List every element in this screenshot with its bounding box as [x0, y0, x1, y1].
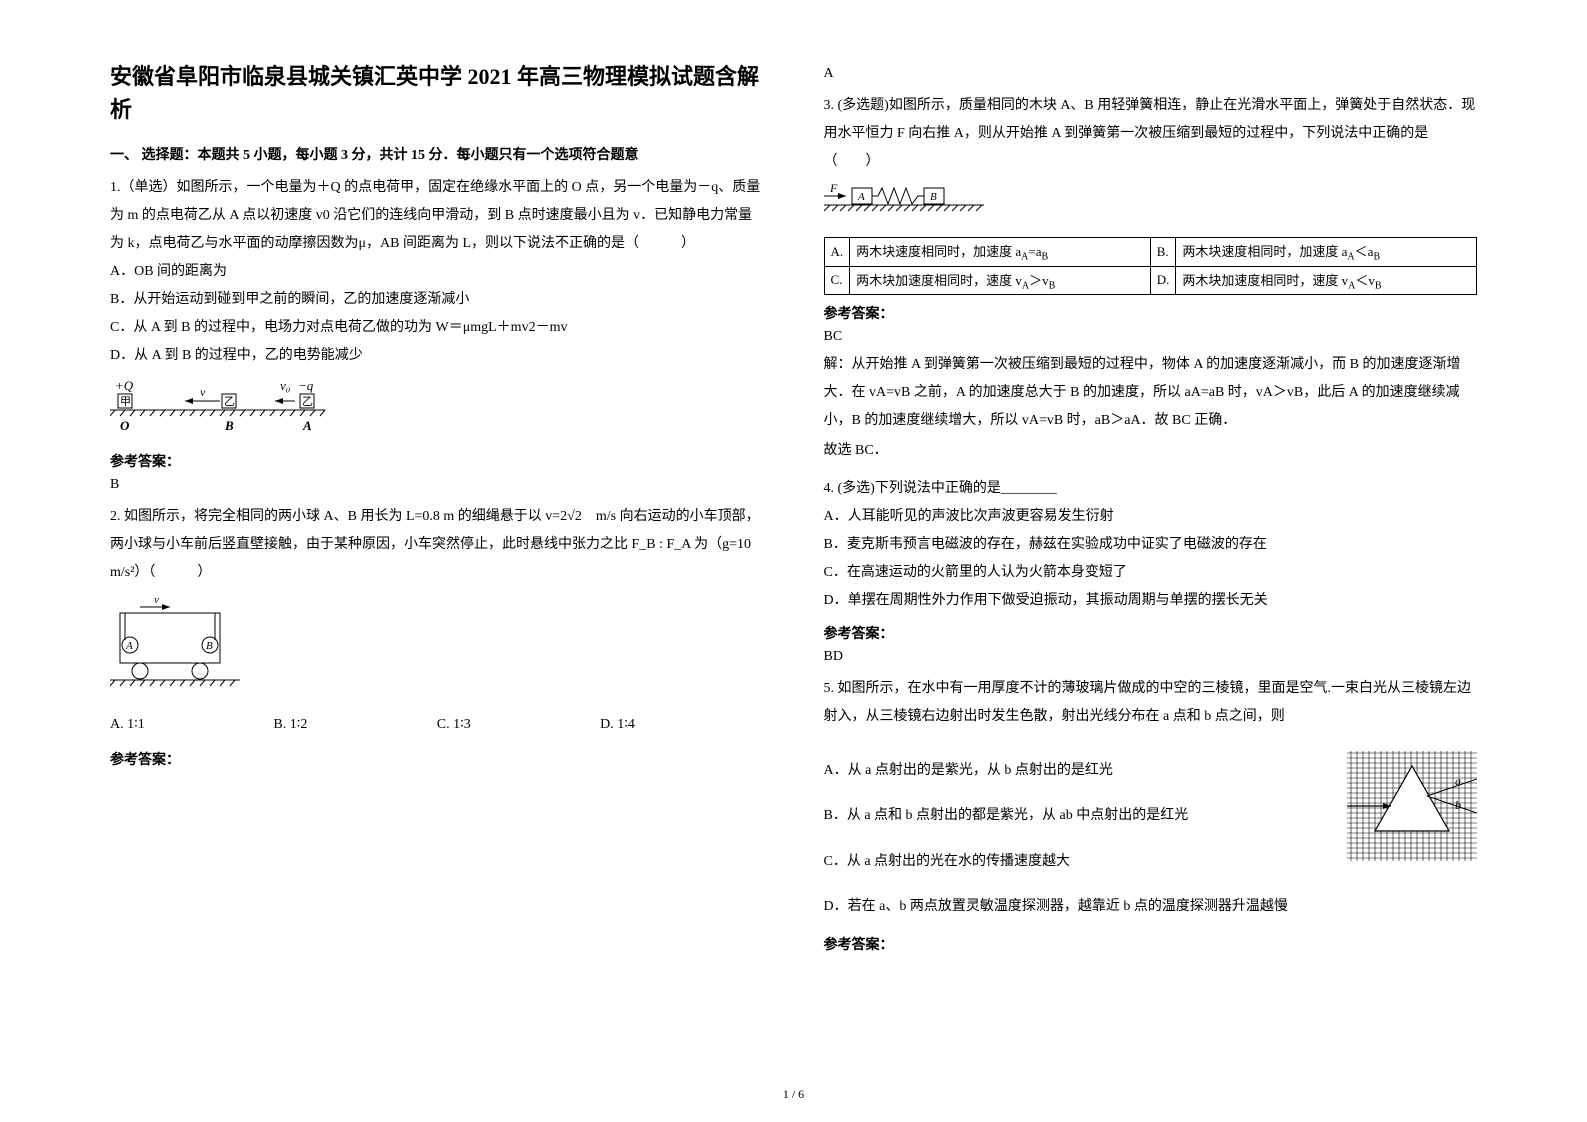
q2-opt-c: C. 1∶3	[437, 716, 600, 733]
svg-text:−q: −q	[298, 378, 314, 393]
q3-cell-b: 两木块速度相同时，加速度 aA＜aB	[1176, 238, 1477, 267]
q4-opt-d: D．单摆在周期性外力作用下做受迫振动，其振动周期与单摆的摆长无关	[824, 587, 1478, 615]
q3-options-table: A. 两木块速度相同时，加速度 aA=aB B. 两木块速度相同时，加速度 aA…	[824, 237, 1478, 295]
svg-text:v₀: v₀	[280, 378, 290, 393]
section-title: 一、 选择题：本题共 5 小题，每小题 3 分，共计 15 分．每小题只有一个选…	[110, 144, 764, 164]
q4-head: 4. (多选)下列说法中正确的是________	[824, 475, 1478, 503]
svg-text:乙: 乙	[224, 395, 235, 408]
q2-answer: A	[824, 66, 1478, 82]
q1-head: 1.（单选）如图所示，一个电量为＋Q 的点电荷甲，固定在绝缘水平面上的 O 点，…	[110, 174, 764, 258]
q3-expl-1: 解：从开始推 A 到弹簧第一次被压缩到最短的过程中，物体 A 的加速度逐渐减小，…	[824, 351, 1478, 435]
q2-diagram: v A B	[110, 595, 764, 700]
q1-answer-label: 参考答案：	[110, 451, 764, 471]
right-column: A 3. (多选题)如图所示，质量相同的木块 A、B 用轻弹簧相连，静止在光滑水…	[794, 60, 1498, 1082]
q4-opt-c: C．在高速运动的火箭里的人认为火箭本身变短了	[824, 559, 1478, 587]
svg-text:B: B	[930, 191, 937, 203]
q3-head: 3. (多选题)如图所示，质量相同的木块 A、B 用轻弹簧相连，静止在光滑水平面…	[824, 92, 1478, 176]
q1-opt-a: A．OB 间的距离为	[110, 258, 764, 286]
q3-cell-c: 两木块加速度相同时，速度 vA＞vB	[850, 266, 1151, 295]
q3-answer: BC	[824, 329, 1478, 345]
q4-answer-label: 参考答案：	[824, 623, 1478, 643]
svg-text:v: v	[200, 385, 206, 399]
q5-diagram: a b	[1347, 751, 1477, 866]
q1-opt-d: D．从 A 到 B 的过程中，乙的电势能减少	[110, 342, 764, 370]
svg-text:A: A	[302, 418, 312, 433]
q1-answer: B	[110, 477, 764, 493]
svg-text:b: b	[1455, 798, 1461, 812]
q4-opt-b: B．麦克斯韦预言电磁波的存在，赫兹在实验成功中证实了电磁波的存在	[824, 531, 1478, 559]
q2-options-row: A. 1∶1 B. 1∶2 C. 1∶3 D. 1∶4	[110, 716, 764, 733]
q2-head: 2. 如图所示，将完全相同的两小球 A、B 用长为 L=0.8 m 的细绳悬于以…	[110, 503, 764, 587]
svg-text:+Q: +Q	[115, 378, 134, 393]
q5-options-block: a b A．从 a 点射出的是紫光，从 b 点射出的是红光 B．从 a 点和 b…	[824, 751, 1478, 926]
svg-text:B: B	[206, 640, 213, 652]
q3-cell-a: 两木块速度相同时，加速度 aA=aB	[850, 238, 1151, 267]
svg-text:F: F	[829, 184, 838, 195]
svg-text:O: O	[120, 418, 130, 433]
q2-opt-b: B. 1∶2	[273, 716, 436, 733]
left-column: 安徽省阜阳市临泉县城关镇汇英中学 2021 年高三物理模拟试题含解析 一、 选择…	[90, 60, 794, 1082]
q2-opt-a: A. 1∶1	[110, 716, 273, 733]
q5-opt-d: D．若在 a、b 两点放置灵敏温度探测器，越靠近 b 点的温度探测器升温越慢	[824, 887, 1478, 926]
q1-opt-b: B．从开始运动到碰到甲之前的瞬间，乙的加速度逐渐减小	[110, 286, 764, 314]
q3-answer-label: 参考答案：	[824, 303, 1478, 323]
main-title: 安徽省阜阳市临泉县城关镇汇英中学 2021 年高三物理模拟试题含解析	[110, 60, 764, 126]
svg-text:A: A	[125, 640, 133, 652]
svg-text:乙: 乙	[302, 395, 313, 408]
q3-label-b: B.	[1150, 238, 1176, 267]
q1-opt-c: C．从 A 到 B 的过程中，电场力对点电荷乙做的功为 W＝μmgL＋mv2－m…	[110, 314, 764, 342]
q4-answer: BD	[824, 649, 1478, 665]
svg-text:a: a	[1455, 774, 1461, 788]
q3-label-a: A.	[824, 238, 850, 267]
svg-text:v: v	[154, 595, 159, 606]
q5-answer-label: 参考答案：	[824, 934, 1478, 954]
q3-label-d: D.	[1150, 266, 1176, 295]
q1-diagram: +Q 甲 v 乙 v₀ −q 乙	[110, 378, 764, 443]
q5-head: 5. 如图所示，在水中有一用厚度不计的薄玻璃片做成的中空的三棱镜，里面是空气.一…	[824, 675, 1478, 731]
q3-cell-d: 两木块加速度相同时，速度 vA＜vB	[1176, 266, 1477, 295]
svg-text:B: B	[224, 418, 234, 433]
q2-opt-d: D. 1∶4	[600, 716, 763, 733]
page-number: 1 / 6	[783, 1087, 804, 1102]
svg-text:甲: 甲	[120, 396, 131, 408]
q2-answer-label: 参考答案：	[110, 749, 764, 769]
q3-expl-2: 故选 BC．	[824, 437, 1478, 465]
q4-opt-a: A．人耳能听见的声波比次声波更容易发生衍射	[824, 503, 1478, 531]
q3-label-c: C.	[824, 266, 850, 295]
svg-text:A: A	[857, 191, 865, 203]
q3-diagram: F A B	[824, 184, 1478, 229]
